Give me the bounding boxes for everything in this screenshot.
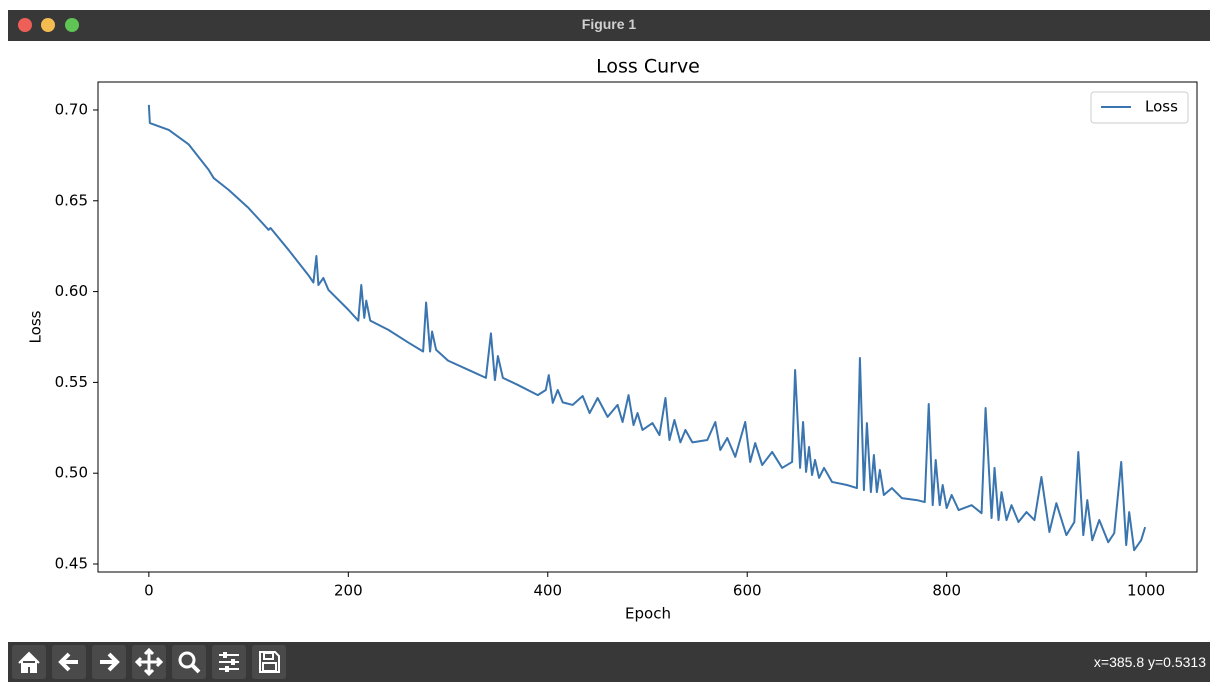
chart: Loss Curve Epoch Loss 0 200 400 600 800 1000 0… (27, 56, 1198, 623)
chart-title: Loss Curve (596, 56, 700, 78)
configure-button[interactable] (212, 645, 246, 679)
minimize-button[interactable] (41, 18, 55, 32)
legend-label: Loss (1145, 98, 1178, 116)
x-axis-label: Epoch (625, 605, 671, 623)
x-tick-label: 200 (334, 582, 363, 600)
window-title: Figure 1 (581, 16, 637, 32)
y-tick-label: 0.70 (55, 100, 88, 118)
pan-button[interactable] (132, 645, 166, 679)
y-tick-label: 0.50 (55, 464, 88, 482)
save-button[interactable] (252, 645, 286, 679)
maximize-button[interactable] (65, 18, 79, 32)
x-tick-label: 0 (144, 582, 154, 600)
legend-box (1090, 91, 1189, 124)
toolbar: x=385.8 y=0.5313 (8, 642, 1210, 682)
back-button[interactable] (52, 645, 86, 679)
x-tick-label: 800 (932, 582, 961, 600)
x-tick-label: 600 (733, 582, 762, 600)
x-tick-label: 1000 (1127, 582, 1165, 600)
y-tick-label: 0.65 (55, 191, 88, 209)
x-tick-label: 400 (533, 582, 562, 600)
title-bar: Figure 1 (8, 10, 1210, 41)
forward-button[interactable] (92, 645, 126, 679)
home-button[interactable] (12, 645, 46, 679)
plot-frame (97, 81, 1198, 573)
zoom-button[interactable] (172, 645, 206, 679)
y-tick-label: 0.55 (55, 373, 88, 391)
status-text: x=385.8 y=0.5313 (1093, 654, 1206, 670)
y-tick-label: 0.45 (55, 555, 88, 573)
y-axis-label: Loss (27, 310, 45, 343)
close-button[interactable] (18, 18, 32, 32)
y-tick-label: 0.60 (55, 282, 88, 300)
line-series (147, 104, 1147, 552)
